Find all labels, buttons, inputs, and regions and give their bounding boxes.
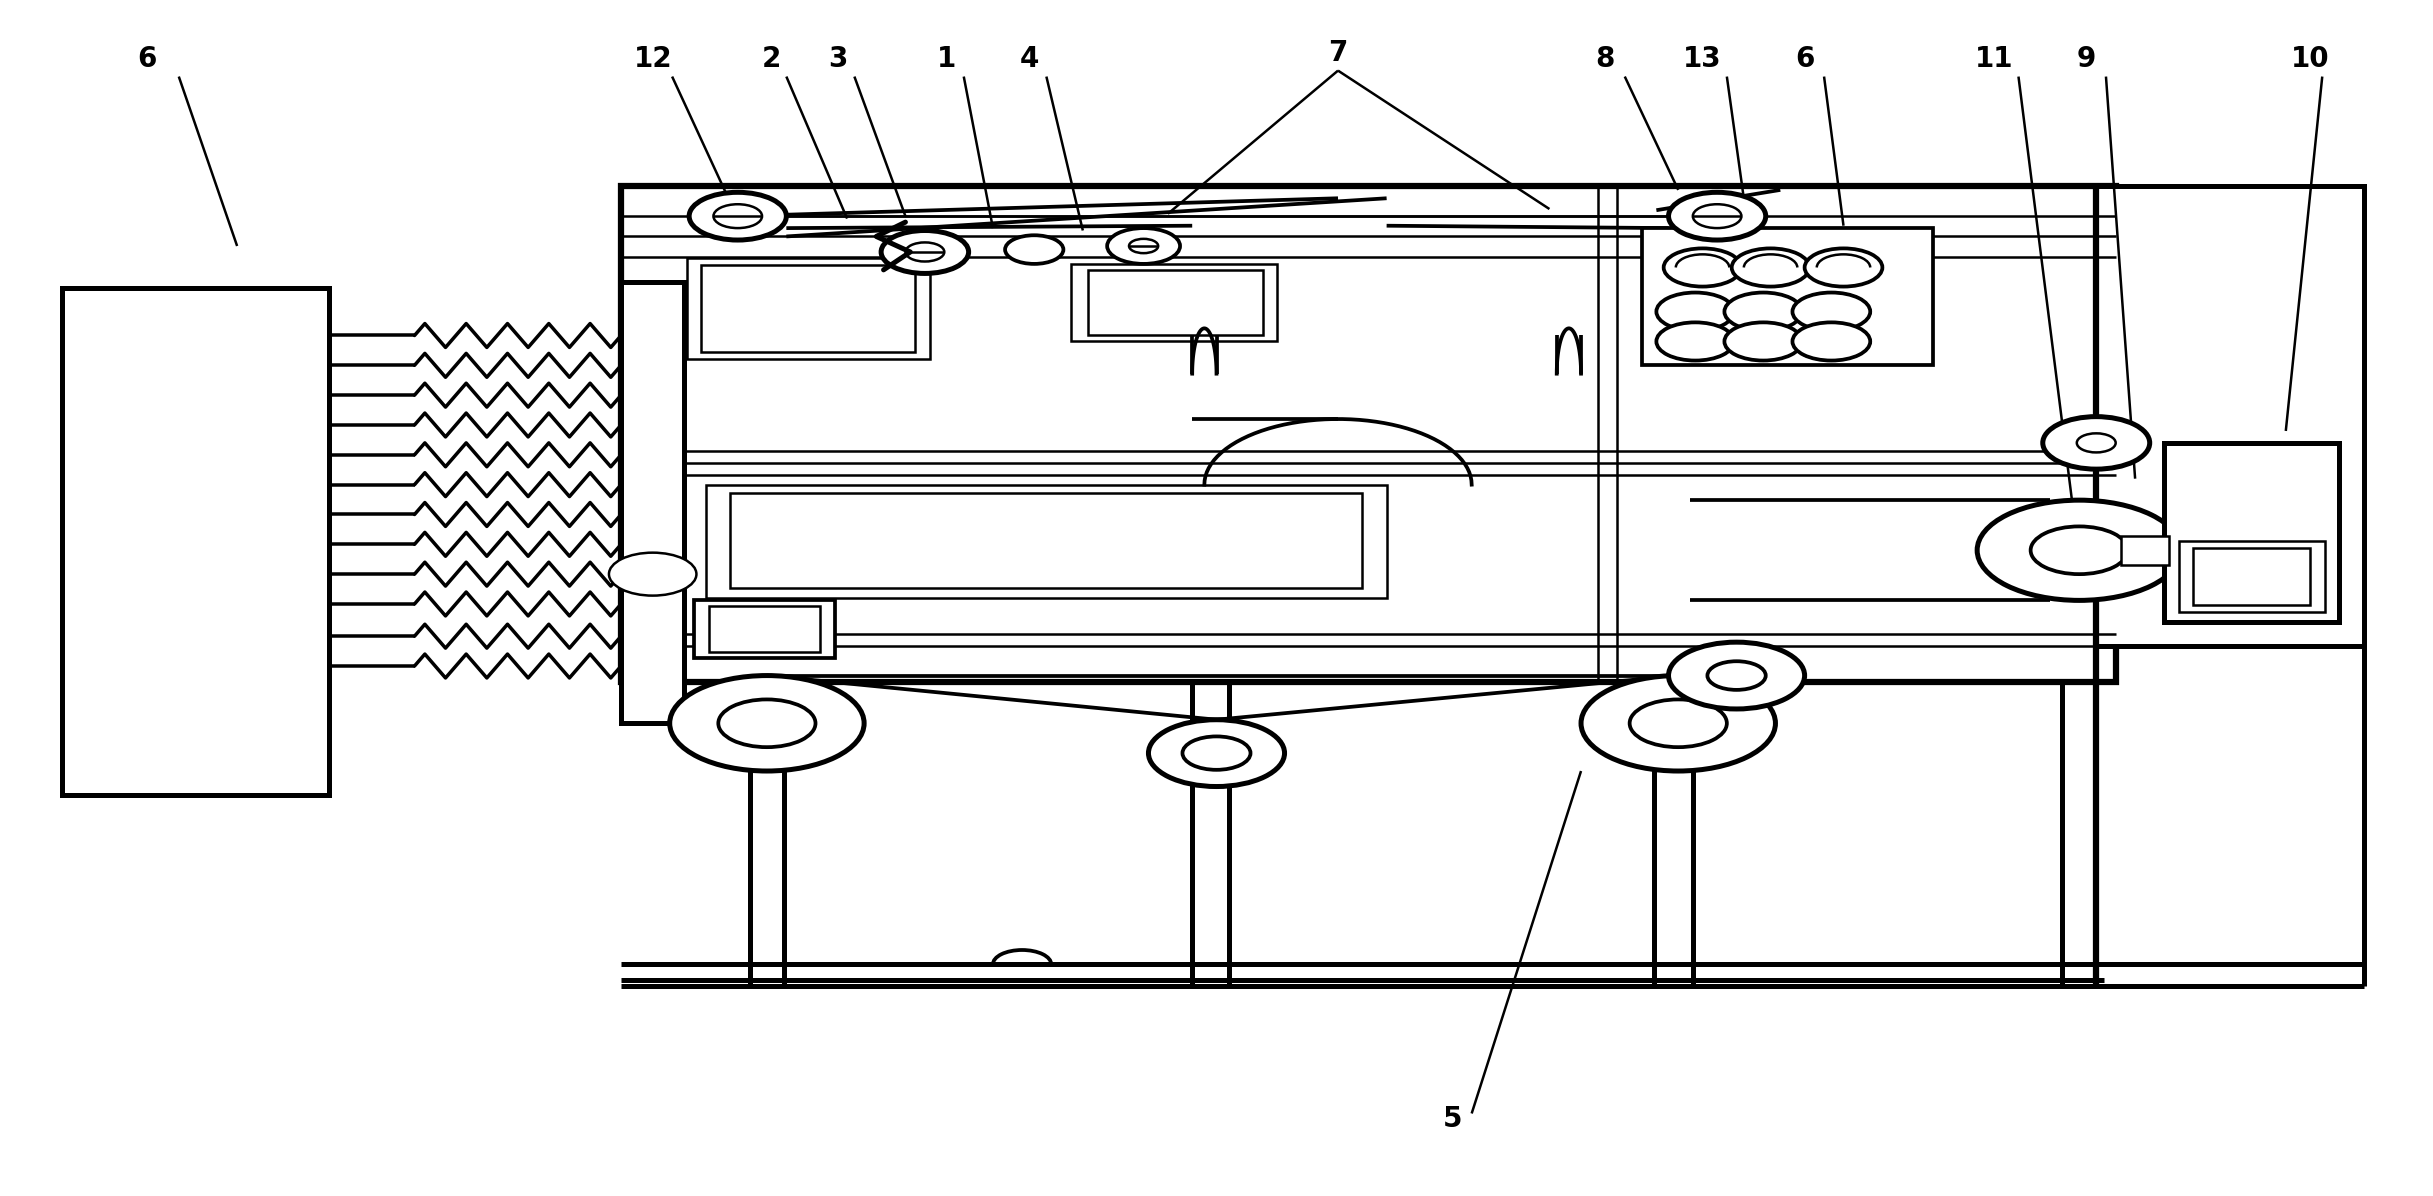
Text: 12: 12 <box>633 45 672 73</box>
Text: 4: 4 <box>1019 45 1039 73</box>
Bar <box>686 258 929 359</box>
Circle shape <box>1793 293 1871 331</box>
Text: 11: 11 <box>1976 45 2015 73</box>
Bar <box>63 288 328 795</box>
Bar <box>2165 443 2338 622</box>
Circle shape <box>1669 193 1766 240</box>
Circle shape <box>1978 500 2182 600</box>
Text: 2: 2 <box>762 45 781 73</box>
Bar <box>620 187 2117 682</box>
Bar <box>1642 228 1934 365</box>
Circle shape <box>1664 249 1742 287</box>
Text: 8: 8 <box>1596 45 1616 73</box>
Circle shape <box>881 231 968 274</box>
Circle shape <box>669 676 864 771</box>
Bar <box>2122 536 2170 565</box>
Circle shape <box>1657 323 1735 360</box>
Circle shape <box>1793 293 1871 331</box>
Circle shape <box>1693 205 1742 228</box>
Bar <box>2180 541 2324 612</box>
Circle shape <box>1732 249 1810 287</box>
Circle shape <box>1657 293 1735 331</box>
Circle shape <box>689 193 786 240</box>
Circle shape <box>1581 676 1776 771</box>
Bar <box>620 282 684 724</box>
Circle shape <box>713 205 762 228</box>
Circle shape <box>718 700 815 748</box>
Circle shape <box>1148 720 1285 787</box>
Bar <box>1071 264 1277 341</box>
Bar <box>708 606 820 652</box>
Text: 6: 6 <box>139 45 156 73</box>
Bar <box>706 484 1387 598</box>
Circle shape <box>1793 323 1871 360</box>
Text: 7: 7 <box>1328 39 1348 67</box>
Bar <box>730 493 1362 588</box>
Text: 13: 13 <box>1684 45 1723 73</box>
Circle shape <box>905 243 944 262</box>
Circle shape <box>1107 228 1180 264</box>
Circle shape <box>1182 737 1251 770</box>
Circle shape <box>1725 293 1803 331</box>
Bar <box>2195 548 2309 605</box>
Bar <box>701 266 915 352</box>
Circle shape <box>1005 236 1063 264</box>
Circle shape <box>2032 526 2129 574</box>
Circle shape <box>1805 249 1883 287</box>
Circle shape <box>1793 323 1871 360</box>
Bar <box>693 600 835 658</box>
Bar <box>2097 187 2362 646</box>
Circle shape <box>2078 433 2117 452</box>
Text: 9: 9 <box>2078 45 2097 73</box>
Text: 6: 6 <box>1796 45 1815 73</box>
Circle shape <box>1725 323 1803 360</box>
Circle shape <box>1657 323 1735 360</box>
Circle shape <box>1708 661 1766 690</box>
Text: 10: 10 <box>2292 45 2328 73</box>
Circle shape <box>1630 700 1727 748</box>
Circle shape <box>1129 239 1158 254</box>
Circle shape <box>608 553 696 596</box>
Text: 1: 1 <box>937 45 956 73</box>
Bar <box>1088 270 1263 336</box>
Circle shape <box>2044 416 2151 469</box>
Text: 5: 5 <box>1443 1105 1462 1133</box>
Circle shape <box>1669 642 1805 709</box>
Text: 3: 3 <box>827 45 847 73</box>
